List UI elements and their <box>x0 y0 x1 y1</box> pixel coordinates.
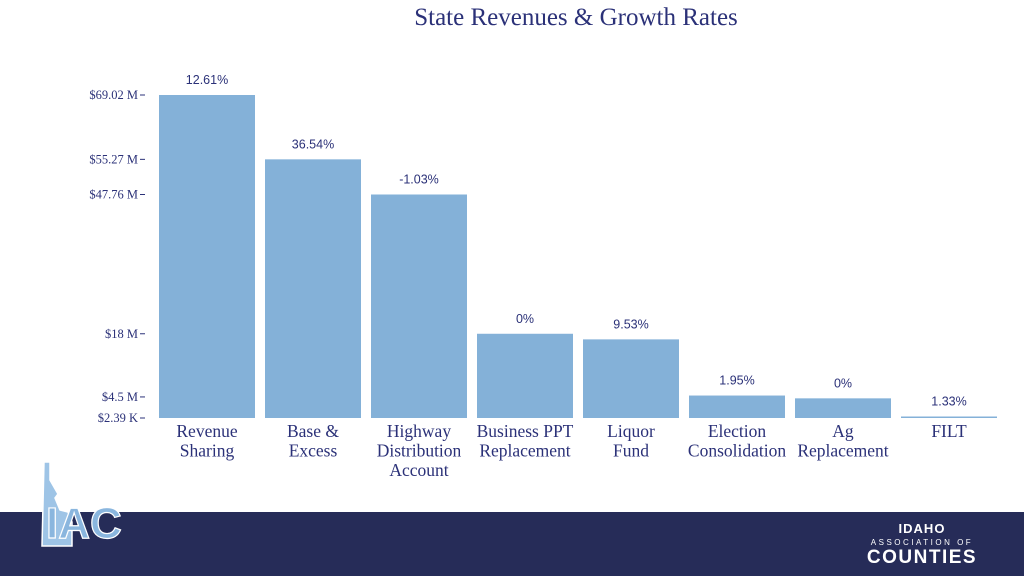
bar <box>689 395 785 418</box>
category-label: Ag <box>832 421 854 441</box>
bar <box>477 333 573 418</box>
org-name: IDAHO ASSOCIATION OF COUNTIES <box>860 521 984 568</box>
bar <box>159 95 255 418</box>
bar <box>901 416 997 418</box>
category-label: Replacement <box>797 441 888 461</box>
y-tick-label: $47.76 M <box>89 187 138 201</box>
category-label: Liquor <box>607 421 655 441</box>
category-label: Revenue <box>176 421 237 441</box>
data-label: 12.61% <box>186 73 228 87</box>
data-label: 0% <box>516 312 534 326</box>
data-label: 9.53% <box>613 317 648 331</box>
data-label: 1.95% <box>719 374 754 388</box>
y-tick-label: $55.27 M <box>89 152 138 166</box>
category-label: Election <box>708 421 767 441</box>
footer-bar <box>0 512 1024 576</box>
bar <box>795 398 891 418</box>
category-label: Account <box>389 460 448 480</box>
org-name-line1: IDAHO <box>898 521 946 536</box>
org-name-line2: ASSOCIATION OF <box>870 538 974 547</box>
y-tick-label: $69.02 M <box>89 88 138 102</box>
category-label: Distribution <box>377 441 462 461</box>
category-label: Replacement <box>479 441 570 461</box>
data-label: 1.33% <box>931 395 966 409</box>
data-label: -1.03% <box>399 172 439 186</box>
category-label: FILT <box>931 421 967 441</box>
logo-text: IAC <box>46 499 122 548</box>
bar <box>371 194 467 418</box>
y-tick-label: $2.39 K <box>98 411 138 425</box>
category-label: Base & <box>287 421 339 441</box>
data-label: 0% <box>834 376 852 390</box>
y-tick-label: $18 M <box>105 327 138 341</box>
data-label: 36.54% <box>292 137 334 151</box>
category-label: Business PPT <box>477 421 574 441</box>
y-tick-label: $4.5 M <box>102 390 138 404</box>
chart-title: State Revenues & Growth Rates <box>414 4 738 31</box>
org-name-line3: COUNTIES <box>866 547 978 568</box>
bar <box>583 339 679 418</box>
category-label: Fund <box>613 441 649 461</box>
category-label: Sharing <box>180 441 235 461</box>
bar <box>265 159 361 418</box>
bar-chart: $69.02 M $55.27 M $47.76 M $18 M $4.5 M $2.39… <box>89 73 997 480</box>
category-label: Consolidation <box>688 441 786 461</box>
idaho-state-icon <box>41 461 73 547</box>
iac-logo: IAC <box>41 461 122 549</box>
category-label: Excess <box>289 441 338 461</box>
category-label: Highway <box>387 421 451 441</box>
